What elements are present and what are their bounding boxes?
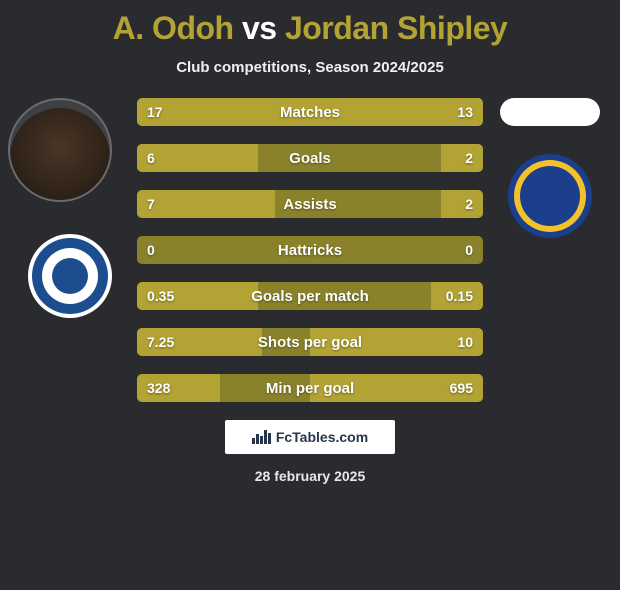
- subtitle: Club competitions, Season 2024/2025: [0, 59, 620, 76]
- player2-avatar-pill: [500, 98, 600, 126]
- stat-row: 7.25 10 Shots per goal: [137, 328, 483, 356]
- stat-value-right: 10: [457, 334, 473, 350]
- footer-date: 28 february 2025: [0, 468, 620, 484]
- stat-value-right: 2: [465, 150, 473, 166]
- vs-text: vs: [242, 10, 277, 46]
- stat-fill-right: [441, 144, 483, 172]
- stat-value-right: 13: [457, 104, 473, 120]
- stat-label: Hattricks: [278, 242, 342, 259]
- stat-row: 328 695 Min per goal: [137, 374, 483, 402]
- stat-label: Shots per goal: [258, 334, 362, 351]
- page-title: A. Odoh vs Jordan Shipley: [0, 10, 620, 47]
- stat-fill-left: [137, 190, 275, 218]
- stat-value-right: 0.15: [446, 288, 473, 304]
- content-area: 17 13 Matches 6 2 Goals 7 2 Assists 0 0 Hattricks 0.…: [0, 98, 620, 402]
- stat-row: 0 0 Hattricks: [137, 236, 483, 264]
- stat-value-left: 328: [147, 380, 170, 396]
- stat-value-right: 2: [465, 196, 473, 212]
- stat-row: 17 13 Matches: [137, 98, 483, 126]
- club-badge-right: [508, 154, 592, 238]
- stat-value-left: 7.25: [147, 334, 174, 350]
- player1-face-placeholder: [10, 108, 110, 202]
- stat-value-right: 695: [450, 380, 473, 396]
- stat-value-left: 7: [147, 196, 155, 212]
- stat-value-left: 0: [147, 242, 155, 258]
- stat-label: Goals: [289, 150, 331, 167]
- stat-row: 0.35 0.15 Goals per match: [137, 282, 483, 310]
- stats-container: 17 13 Matches 6 2 Goals 7 2 Assists 0 0 Hattricks 0.…: [137, 98, 483, 402]
- stat-row: 7 2 Assists: [137, 190, 483, 218]
- stat-value-left: 0.35: [147, 288, 174, 304]
- stat-fill-left: [137, 144, 258, 172]
- stat-value-right: 0: [465, 242, 473, 258]
- club-badge-left: [28, 234, 112, 318]
- stat-label: Assists: [283, 196, 336, 213]
- player1-avatar: [8, 98, 112, 202]
- stat-value-left: 17: [147, 104, 163, 120]
- stat-fill-right: [441, 190, 483, 218]
- stat-row: 6 2 Goals: [137, 144, 483, 172]
- stat-label: Min per goal: [266, 380, 354, 397]
- stat-label: Matches: [280, 104, 340, 121]
- brand-logo: FcTables.com: [225, 420, 395, 454]
- stat-label: Goals per match: [251, 288, 369, 305]
- player1-name: A. Odoh: [113, 10, 234, 46]
- brand-text: FcTables.com: [276, 429, 368, 445]
- stat-value-left: 6: [147, 150, 155, 166]
- player2-name: Jordan Shipley: [285, 10, 507, 46]
- chart-icon: [252, 430, 270, 444]
